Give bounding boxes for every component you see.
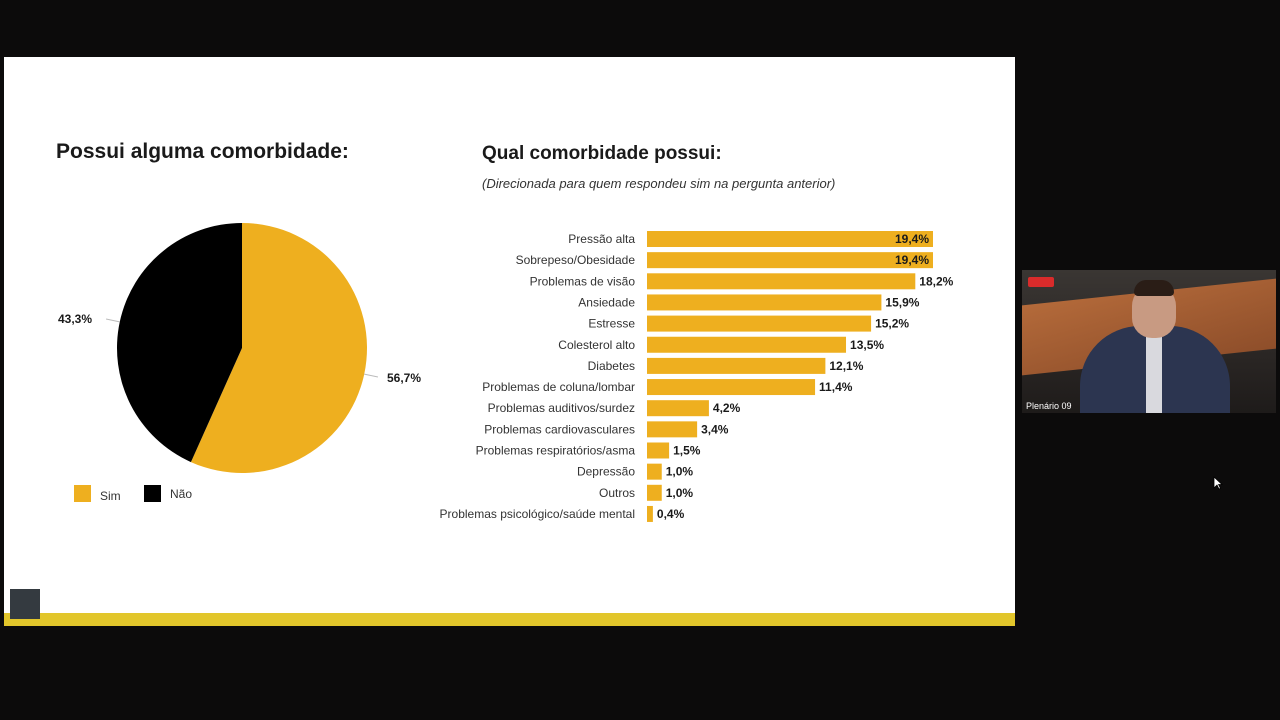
bar-value-label: 3,4% <box>701 422 729 436</box>
bar-value-label: 13,5% <box>850 338 884 352</box>
bar-13 <box>647 484 662 501</box>
bar-chart-subtitle: (Direcionada para quem respondeu sim na … <box>482 176 836 191</box>
bar-2 <box>647 252 933 269</box>
slide-corner-square <box>10 589 40 619</box>
bar-category-label: Estresse <box>588 317 635 331</box>
charts-canvas: 56,7% 43,3% Sim Não Pressão alta 19,4% Sobrepe… <box>58 223 954 522</box>
bar-category-label: Ansiedade <box>578 295 635 309</box>
bar-9 <box>647 400 709 417</box>
bar-category-label: Problemas de visão <box>530 274 636 288</box>
slide-footer-bar <box>4 613 1015 626</box>
bar-value-label: 15,2% <box>875 317 909 331</box>
bar-value-label: 12,1% <box>829 359 863 373</box>
bar-10 <box>647 421 698 438</box>
bar-category-label: Pressão alta <box>568 232 635 246</box>
pie-slice-no <box>116 223 242 463</box>
bar-8 <box>647 379 816 396</box>
bar-category-label: Diabetes <box>588 359 635 373</box>
bar-category-label: Outros <box>599 486 635 500</box>
video-speaker-hair <box>1134 280 1174 296</box>
bar-value-label: 11,4% <box>819 380 853 394</box>
bar-category-label: Sobrepeso/Obesidade <box>516 253 636 267</box>
bar-value-label: 19,4% <box>895 232 929 246</box>
bar-category-label: Depressão <box>577 465 635 479</box>
bar-5 <box>647 315 872 332</box>
pie-slice-value-label: 56,7% <box>387 371 421 385</box>
bar-12 <box>647 463 662 480</box>
video-speaker-shirt <box>1146 332 1162 413</box>
bar-value-label: 1,0% <box>666 486 694 500</box>
speaker-video-feed: Plenário 09 <box>1022 270 1276 413</box>
bar-6 <box>647 336 847 353</box>
bar-11 <box>647 442 670 459</box>
pie-slice-value-label: 43,3% <box>58 312 92 326</box>
bar-value-label: 1,0% <box>666 465 694 479</box>
bar-value-label: 15,9% <box>885 295 919 309</box>
legend-label: Não <box>170 487 192 501</box>
bar-category-label: Problemas psicológico/saúde mental <box>440 507 635 521</box>
channel-logo <box>1028 277 1054 287</box>
bar-4 <box>647 294 882 311</box>
presentation-slide: Possui alguma comorbidade: Qual comorbid… <box>4 57 1015 626</box>
bar-category-label: Problemas de coluna/lombar <box>482 380 635 394</box>
bar-7 <box>647 357 826 374</box>
bar-value-label: 4,2% <box>713 401 741 415</box>
bar-value-label: 18,2% <box>919 274 953 288</box>
bar-1 <box>647 231 933 247</box>
pie-leader-line <box>105 318 120 323</box>
bar-category-label: Problemas cardiovasculares <box>484 422 635 436</box>
bar-chart-title: Qual comorbidade possui: <box>482 143 722 164</box>
legend-swatch <box>74 485 91 502</box>
video-room-label: Plenário 09 <box>1026 401 1072 411</box>
bar-category-label: Problemas respiratórios/asma <box>476 444 636 458</box>
bar-category-label: Colesterol alto <box>558 338 635 352</box>
bar-category-label: Problemas auditivos/surdez <box>488 401 635 415</box>
mouse-cursor-icon <box>1213 476 1223 490</box>
bar-value-label: 1,5% <box>673 444 701 458</box>
pie-leader-line <box>364 373 379 378</box>
bar-value-label: 0,4% <box>657 507 685 521</box>
pie-slice-sim <box>190 223 367 473</box>
bar-value-label: 19,4% <box>895 253 929 267</box>
legend-label: Sim <box>100 489 121 503</box>
bar-3 <box>647 273 916 290</box>
legend-swatch <box>144 485 161 502</box>
pie-chart-title: Possui alguma comorbidade: <box>56 140 349 163</box>
bar-14 <box>647 505 653 522</box>
